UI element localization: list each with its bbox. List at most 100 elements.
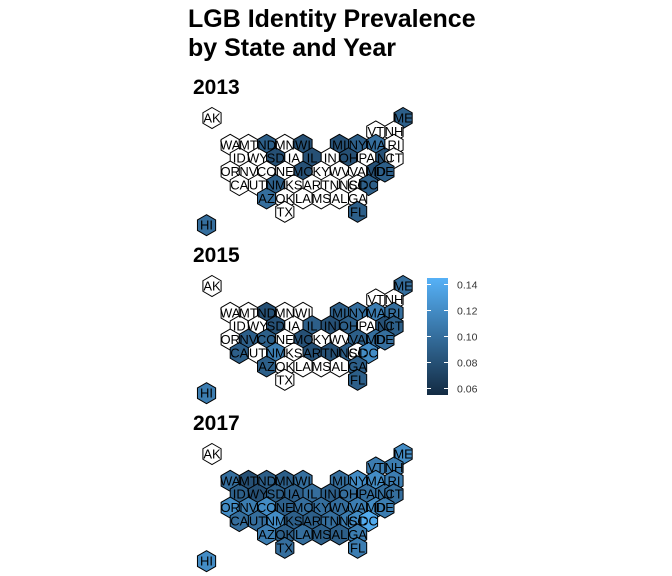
figure-title-line-2: by State and Year xyxy=(188,34,396,62)
state-label-sd-2013: SD xyxy=(267,151,285,166)
state-label-ms-2015: MS xyxy=(311,359,331,374)
state-label-nh-2015: NH xyxy=(385,292,404,307)
panel-title-2013: 2013 xyxy=(193,76,240,99)
state-label-tn-2017: TN xyxy=(322,514,339,529)
hex-ak-2013 xyxy=(202,106,222,130)
state-label-mi-2017: MI xyxy=(332,473,346,488)
state-label-la-2015: LA xyxy=(295,359,311,374)
state-label-ky-2015: KY xyxy=(313,332,331,347)
state-label-ct-2017: CT xyxy=(385,487,402,502)
hex-tx-2017 xyxy=(275,536,295,559)
state-label-hi-2015: HI xyxy=(200,386,213,401)
state-label-wa-2013: WA xyxy=(220,137,241,152)
state-label-ak-2017: AK xyxy=(203,447,221,462)
hex-fl-2013 xyxy=(348,200,368,223)
state-label-nd-2013: ND xyxy=(257,137,276,152)
state-label-wy-2013: WY xyxy=(247,151,268,166)
state-label-nv-2015: NV xyxy=(239,332,257,347)
state-label-mt-2015: MT xyxy=(239,305,258,320)
state-label-mi-2013: MI xyxy=(332,137,346,152)
state-label-co-2015: CO xyxy=(257,332,277,347)
state-label-ok-2017: OK xyxy=(275,527,294,542)
state-label-nd-2015: ND xyxy=(257,305,276,320)
state-label-me-2013: ME xyxy=(393,111,413,126)
state-label-sc-2013: SC xyxy=(349,178,367,193)
state-label-nm-2015: NM xyxy=(266,346,286,361)
state-label-pa-2013: PA xyxy=(359,151,376,166)
state-label-ak-2013: AK xyxy=(203,111,221,126)
state-label-az-2015: AZ xyxy=(258,359,275,374)
hex-de-2013 xyxy=(375,160,395,183)
state-label-ny-2013: NY xyxy=(349,137,367,152)
state-label-hi-2017: HI xyxy=(200,554,213,569)
state-label-ny-2015: NY xyxy=(349,305,367,320)
state-label-nv-2017: NV xyxy=(239,500,257,515)
hex-dc-2013 xyxy=(358,173,379,197)
state-label-nh-2013: NH xyxy=(385,124,404,139)
state-label-id-2017: ID xyxy=(233,487,246,502)
state-label-in-2017: IN xyxy=(324,487,337,502)
state-label-ga-2015: GA xyxy=(348,359,367,374)
state-label-ut-2015: UT xyxy=(249,346,266,361)
state-label-nj-2015: NJ xyxy=(377,319,393,334)
state-label-il-2015: IL xyxy=(307,319,318,334)
state-label-al-2015: AL xyxy=(331,359,347,374)
state-label-wa-2017: WA xyxy=(220,473,241,488)
state-label-de-2017: DE xyxy=(376,500,394,515)
hex-dc-2015 xyxy=(358,341,379,365)
state-label-ok-2013: OK xyxy=(275,191,294,206)
panel-title-2015: 2015 xyxy=(193,244,240,267)
state-label-mo-2017: MO xyxy=(293,500,314,515)
state-label-de-2013: DE xyxy=(376,164,394,179)
state-label-mo-2013: MO xyxy=(293,164,314,179)
state-label-sc-2017: SC xyxy=(349,514,367,529)
state-label-wi-2013: WI xyxy=(295,137,311,152)
state-label-ar-2013: AR xyxy=(303,178,321,193)
legend-tick-label: 0.08 xyxy=(457,358,478,370)
state-label-wv-2015: WV xyxy=(329,332,350,347)
hex-ak-2017 xyxy=(202,442,222,466)
state-label-ca-2017: CA xyxy=(230,514,248,529)
state-label-tx-2013: TX xyxy=(276,204,293,219)
state-label-ma-2017: MA xyxy=(366,473,386,488)
state-label-or-2017: OR xyxy=(220,500,240,515)
state-label-ne-2015: NE xyxy=(276,332,294,347)
state-label-tx-2017: TX xyxy=(276,540,293,555)
state-label-hi-2013: HI xyxy=(200,218,213,233)
state-label-ma-2015: MA xyxy=(366,305,386,320)
state-label-oh-2015: OH xyxy=(339,319,359,334)
state-label-co-2013: CO xyxy=(257,164,277,179)
state-label-ar-2017: AR xyxy=(303,514,321,529)
state-label-ri-2017: RI xyxy=(388,473,401,488)
state-label-nj-2017: NJ xyxy=(377,487,393,502)
state-label-ny-2017: NY xyxy=(349,473,367,488)
state-label-mt-2017: MT xyxy=(239,473,258,488)
hex-hi-2015 xyxy=(196,382,217,405)
state-label-dc-2015: DC xyxy=(359,346,378,361)
state-label-nh-2017: NH xyxy=(385,460,404,475)
state-label-me-2017: ME xyxy=(393,447,413,462)
state-label-ne-2017: NE xyxy=(276,500,294,515)
state-label-ga-2013: GA xyxy=(348,191,367,206)
state-label-nv-2013: NV xyxy=(239,164,257,179)
state-label-id-2015: ID xyxy=(233,319,246,334)
state-label-wi-2017: WI xyxy=(295,473,311,488)
state-label-va-2015: VA xyxy=(349,332,366,347)
legend-ticks: 0.06 0.08 0.10 0.12 0.14 xyxy=(427,280,478,396)
state-label-nc-2015: NC xyxy=(339,346,358,361)
figure-title-line-1: LGB Identity Prevalence xyxy=(188,5,476,33)
state-label-ct-2013: CT xyxy=(385,151,402,166)
state-label-ne-2013: NE xyxy=(276,164,294,179)
state-label-fl-2013: FL xyxy=(350,204,365,219)
hex-de-2017 xyxy=(375,496,395,519)
state-label-ks-2013: KS xyxy=(285,178,303,193)
state-label-in-2015: IN xyxy=(324,319,337,334)
state-label-sd-2017: SD xyxy=(267,487,285,502)
state-label-tx-2015: TX xyxy=(276,372,293,387)
state-label-dc-2017: DC xyxy=(359,514,378,529)
legend-tick-label: 0.10 xyxy=(457,332,478,344)
legend-tick-label: 0.06 xyxy=(457,384,478,396)
